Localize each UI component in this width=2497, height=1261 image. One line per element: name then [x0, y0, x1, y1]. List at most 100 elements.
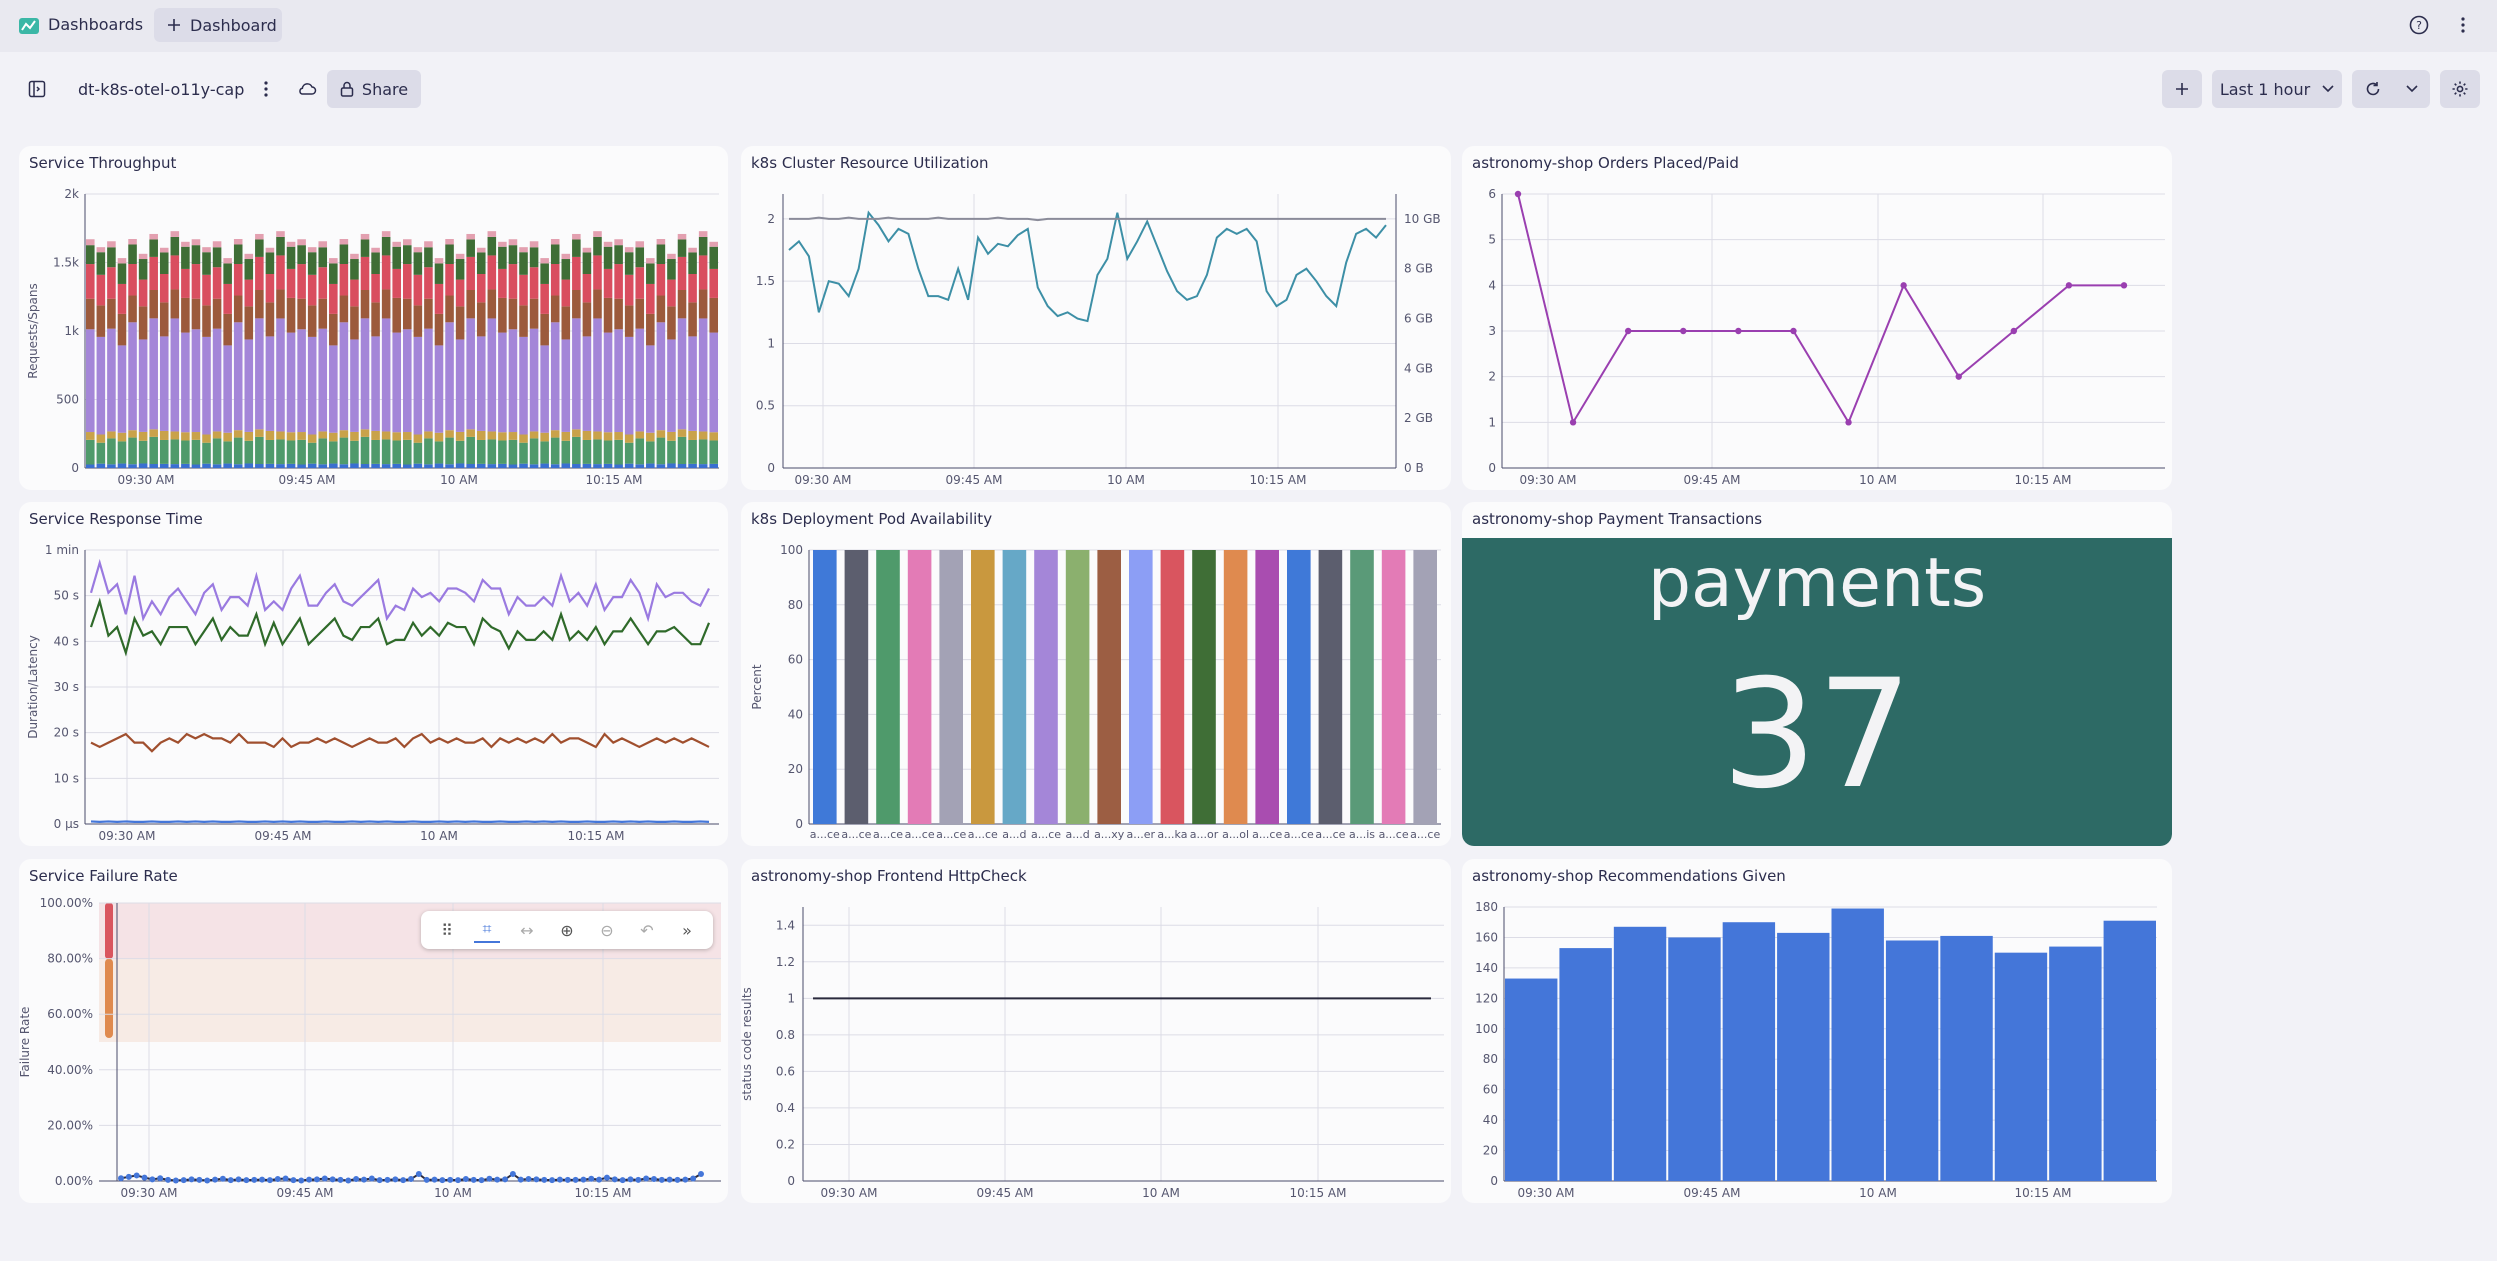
zoom-out-icon[interactable]: ⊖: [600, 920, 614, 940]
more-vert-icon[interactable]: [2452, 14, 2474, 36]
collapse-icon[interactable]: »: [682, 920, 692, 940]
tile-k8s-cluster-utilization[interactable]: k8s Cluster Resource Utilization 0 0.5 1 1.…: [741, 146, 1451, 490]
tile-payment-transactions[interactable]: astronomy-shop Payment Transactions paym…: [1462, 502, 2172, 846]
throughput-bar-segment: [540, 345, 549, 433]
tile-title: k8s Deployment Pod Availability: [751, 510, 993, 528]
tile-frontend-httpcheck[interactable]: astronomy-shop Frontend HttpCheck 0 0.2 0.…: [741, 859, 1451, 1203]
tile-service-failure-rate[interactable]: Service Failure Rate 0.00% 20.00% 40.00% 60…: [19, 859, 728, 1203]
tile-recommendations-given[interactable]: astronomy-shop Recommendations Given 0 20…: [1462, 859, 2172, 1203]
recommendations-bar: [2049, 946, 2102, 1181]
app-name[interactable]: Dashboards: [48, 15, 144, 34]
throughput-bar-segment: [170, 255, 180, 290]
throughput-bar-segment: [276, 439, 285, 465]
throughput-bar-segment: [350, 306, 359, 340]
throughput-bar-segment: [276, 231, 285, 237]
add-tile-button[interactable]: [2162, 70, 2202, 108]
throughput-bar-segment: [413, 305, 423, 337]
throughput-bar-segment: [117, 258, 127, 264]
drag-handle-icon[interactable]: ⠿: [441, 920, 453, 940]
y-tick-label: 50 s: [54, 589, 79, 603]
throughput-bar-segment: [698, 431, 708, 440]
throughput-bar-segment: [255, 436, 264, 465]
throughput-bar-segment: [107, 267, 116, 299]
new-dashboard-tab[interactable]: Dashboard: [154, 8, 282, 42]
throughput-bar-segment: [667, 279, 676, 307]
throughput-bar-segment: [445, 464, 454, 468]
tile-orders-placed-paid[interactable]: astronomy-shop Orders Placed/Paid 0 1 2 3 4 5…: [1462, 146, 2172, 490]
throughput-bar-segment: [487, 231, 497, 237]
select-zoom-icon[interactable]: ⌗: [474, 917, 500, 943]
zoom-in-icon[interactable]: ⊕: [560, 920, 574, 940]
x-tick-label: 09:30 AM: [99, 829, 156, 843]
tile-title: astronomy-shop Recommendations Given: [1472, 867, 1786, 885]
throughput-bar-segment: [572, 289, 581, 319]
throughput-bar-segment: [646, 463, 655, 468]
throughput-bar-segment: [307, 442, 317, 464]
throughput-bar-segment: [96, 463, 106, 468]
share-button[interactable]: Share: [327, 70, 421, 108]
throughput-bar-segment: [233, 322, 243, 431]
recommendations-chart[interactable]: 0 20 40 60 80 100 120 140 160 180 09:30 AM 09:45 AM…: [1462, 859, 2172, 1203]
settings-button[interactable]: [2440, 70, 2480, 108]
throughput-bar-segment: [297, 298, 306, 330]
throughput-bar-segment: [138, 463, 148, 468]
throughput-bar-segment: [656, 430, 666, 438]
failure-rate-point: [643, 1175, 650, 1182]
pan-icon[interactable]: ↔: [520, 920, 534, 940]
throughput-bar-segment: [339, 239, 349, 245]
orders-series-line-point: [1845, 419, 1852, 426]
throughput-bar-segment: [455, 279, 465, 307]
throughput-bar-segment: [635, 298, 645, 329]
httpcheck-chart[interactable]: 0 0.2 0.4 0.6 0.8 1 1.2 1.4 09:30 AM 09:45 AM 10 A…: [741, 859, 1451, 1203]
tile-service-throughput[interactable]: Service Throughput 0 500 1k 1.5k 2k Requests/…: [19, 146, 728, 490]
throughput-bar-segment: [424, 431, 433, 439]
orders-series-line-point: [2065, 282, 2073, 289]
throughput-bar-segment: [424, 464, 433, 468]
tile-pod-availability[interactable]: k8s Deployment Pod Availability 0 20 40 60 8…: [741, 502, 1451, 846]
throughput-bar-segment: [508, 439, 518, 465]
y-tick-label: 1.2: [776, 955, 795, 969]
throughput-bar-segment: [424, 241, 433, 248]
throughput-bar-segment: [191, 298, 201, 330]
help-icon[interactable]: ?: [2408, 14, 2430, 36]
x-tick-label: 09:30 AM: [118, 473, 175, 487]
undo-icon[interactable]: ↶: [640, 920, 654, 940]
throughput-bar-segment: [307, 274, 317, 306]
plus-icon: [2176, 83, 2188, 95]
throughput-bar-segment: [223, 441, 232, 464]
failure-rate-chart[interactable]: 0.00% 20.00% 40.00% 60.00% 80.00% 100.00% 09:3…: [19, 859, 728, 1203]
cloud-icon[interactable]: [294, 76, 320, 102]
more-vert-icon[interactable]: [256, 76, 276, 102]
throughput-bar-segment: [233, 239, 243, 245]
y-tick-label: 180: [1475, 900, 1498, 914]
y-tick-label: 100: [1475, 1022, 1498, 1036]
recommendations-bar: [1831, 908, 1884, 1181]
dashboards-app-icon[interactable]: [18, 15, 40, 37]
throughput-chart[interactable]: 0 500 1k 1.5k 2k Requests/Spans 09:30 AM 09:45 …: [19, 146, 728, 490]
throughput-bar-segment: [191, 432, 201, 440]
k8s-utilization-chart[interactable]: 0 0.5 1 1.5 2 0 B 2 GB 4 GB 6 GB 8 GB 10 GB 09:30 A…: [741, 146, 1451, 490]
refresh-icon[interactable]: [2364, 80, 2382, 98]
throughput-bar-segment: [318, 267, 328, 299]
x-tick-label: a...ce: [905, 828, 935, 841]
x-tick-label: 09:30 AM: [121, 1186, 178, 1200]
dashboard-name[interactable]: dt-k8s-otel-o11y-cap: [78, 79, 245, 99]
throughput-bar-segment: [86, 329, 95, 433]
tile-title: astronomy-shop Frontend HttpCheck: [751, 867, 1027, 885]
orders-chart[interactable]: 0 1 2 3 4 5 6 09:30 AM 09:45 AM 10 AM 10:15 AM: [1462, 146, 2172, 490]
sidebar-toggle-icon[interactable]: [24, 76, 50, 102]
timeframe-selector[interactable]: Last 1 hour: [2212, 70, 2342, 108]
throughput-bar-segment: [181, 297, 190, 333]
throughput-bar-segment: [698, 236, 708, 256]
tile-service-response-time[interactable]: Service Response Time 0 µs 10 s 20 s 30 s 40…: [19, 502, 728, 846]
refresh-button[interactable]: [2352, 70, 2430, 108]
throughput-bar-segment: [170, 231, 180, 237]
response-time-chart[interactable]: 0 µs 10 s 20 s 30 s 40 s 50 s 1 min 09:30 AM 09:…: [19, 502, 728, 846]
chevron-down-icon[interactable]: [2406, 85, 2418, 93]
throughput-bar-segment: [593, 231, 602, 237]
failure-rate-point: [298, 1177, 305, 1184]
failure-rate-point: [180, 1177, 187, 1184]
payments-label: payments: [1647, 544, 1987, 623]
failure-rate-point: [306, 1176, 313, 1183]
